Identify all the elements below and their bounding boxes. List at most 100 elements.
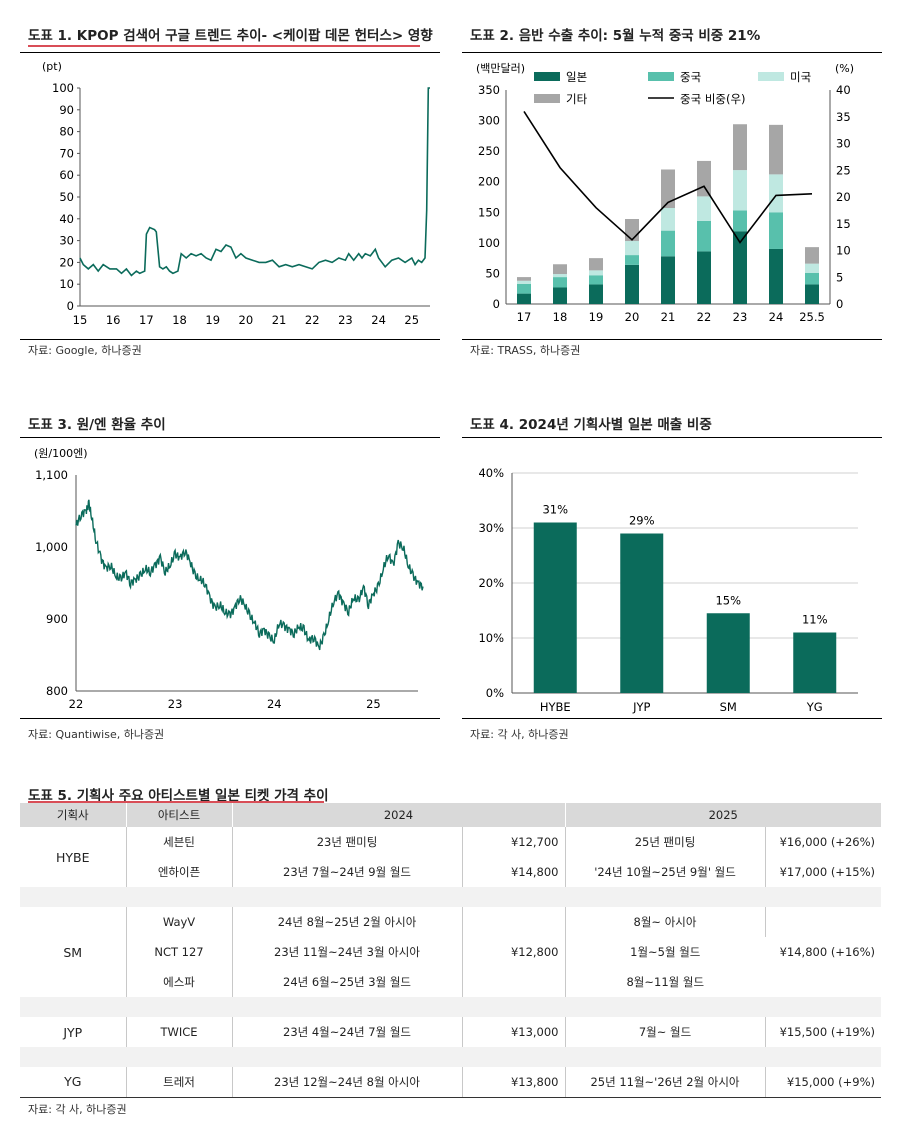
fig4-y-tick-label: 10% [478, 631, 504, 645]
table-spacer-row [20, 887, 881, 907]
price-2025-cell: ¥17,000 (+15%) [779, 865, 875, 879]
fig5-source: 자료: 각 사, 하나증권 [28, 1103, 127, 1116]
fig2-y-tick-label-right: 5 [836, 270, 843, 284]
fig2-bar-segment [553, 277, 567, 288]
fig2-y-tick-label-right: 35 [836, 110, 851, 124]
fig2-share-line [523, 110, 813, 244]
fig2-bar-segment [625, 241, 639, 256]
tour-2025-cell: 1월~5월 월드 [630, 945, 701, 959]
fig2-bar-segment [733, 231, 747, 304]
fig2-bar-segment [769, 124, 783, 175]
fig2-y-tick-label-left: 50 [485, 266, 500, 280]
fig1-x-tick-label: 17 [139, 313, 154, 327]
fig1-y-tick-label: 10 [59, 277, 74, 291]
fig2-x-tick-label: 20 [625, 310, 640, 324]
fig1-x-tick-label: 24 [371, 313, 386, 327]
price-2025-cell: ¥15,000 (+9%) [765, 1067, 881, 1098]
fig2-x-tick-label: 19 [589, 310, 604, 324]
fig2-bar-segment [805, 263, 819, 273]
fig2-y-tick-label-right: 30 [836, 137, 851, 151]
fig1-x-tick-label: 22 [305, 313, 320, 327]
fig1-y-tick-label: 70 [59, 146, 74, 160]
fig1-y-tick-label: 50 [59, 190, 74, 204]
fig1-y-tick-label: 100 [52, 81, 74, 95]
artist-cell: 엔하이픈 [126, 857, 233, 887]
agency-hybe: HYBE [20, 827, 127, 887]
fig2-bar-segment [553, 274, 567, 278]
fig1-y-tick-label: 60 [59, 168, 74, 182]
fig3-x-tick-label: 22 [69, 697, 84, 711]
fig2-bar-segment [769, 174, 783, 213]
fig1-x-tick-label: 16 [106, 313, 121, 327]
fig1-y-tick-label: 90 [59, 103, 74, 117]
fig2-bar-segment [589, 258, 603, 271]
fig1-x-tick-label: 20 [239, 313, 254, 327]
fig2-source: 자료: TRASS, 하나증권 [470, 344, 581, 357]
tour-2025-cell: 25년 팬미팅 [565, 827, 766, 857]
tour-2024-cell: 23년 11월~24년 3월 아시아 [232, 937, 463, 967]
table-header-row: 기획사 아티스트 2024 2025 [20, 803, 881, 827]
fig2-legend-swatch [534, 72, 560, 81]
fig1-y-tick-label: 80 [59, 125, 74, 139]
agency-jyp: JYP [20, 1017, 127, 1047]
tour-2025-cell: 25년 11월~'26년 2월 아시아 [565, 1067, 766, 1098]
fig1-y-tick-label: 20 [59, 255, 74, 269]
fig3-ylabel: (원/100엔) [34, 447, 88, 460]
fig2-bar-segment [733, 124, 747, 171]
fig4-x-tick-label: SM [720, 700, 737, 714]
fig1-series-line [79, 87, 430, 277]
artist-cell: 에스파 [126, 967, 233, 997]
fig2-x-tick-label: 17 [517, 310, 532, 324]
fig1-ylabel: (pt) [42, 60, 62, 73]
fig2-bar-segment [733, 170, 747, 211]
fig2-x-tick-label: 25.5 [799, 310, 825, 324]
fig2-bar-segment [625, 219, 639, 242]
fig4-y-tick-label: 40% [478, 466, 504, 480]
fig1-chart: (pt) 0 10 20 30 40 50 60 70 80 90 100 15 16 17 18 19 20 2… [20, 52, 440, 340]
price-2024-cell: ¥12,800 [462, 907, 566, 997]
table-row: JYP TWICE 23년 4월~24년 7월 월드 ¥13,000 7월~ 월… [20, 1017, 881, 1047]
fig2-y-tick-label-right: 25 [836, 163, 851, 177]
fig2-bar-segment [553, 264, 567, 275]
price-2024-cell: ¥12,700 [462, 827, 566, 857]
fig1-source: 자료: Google, 하나증권 [28, 344, 142, 357]
fig5-title-underline [28, 801, 324, 803]
price-2025-cell: ¥15,500 (+19%) [779, 1025, 875, 1039]
fig2-chart: (백만달러) (%) 0 50 100 150 200 250 300 350 0 5 10 15 20… [462, 52, 882, 340]
fig2-bar-segment [517, 280, 531, 284]
fig2-bar-segment [553, 287, 567, 304]
fig3-y-tick-label: 800 [46, 684, 68, 698]
fig4-bar [706, 613, 750, 693]
artist-cell: 트레저 [126, 1067, 233, 1098]
fig3-x-tick-label: 23 [168, 697, 183, 711]
fig2-bar-segment [589, 284, 603, 304]
fig4-y-tick-label: 30% [478, 521, 504, 535]
table-row: 에스파 24년 6월~25년 3월 월드 8월~11월 월드 [20, 967, 881, 997]
tour-2025-cell: 7월~ 월드 [565, 1017, 766, 1047]
fig2-legend-swatch [758, 72, 784, 81]
tour-2024-cell: 24년 6월~25년 3월 월드 [232, 967, 463, 997]
fig2-legend-label: 일본 [566, 70, 587, 84]
fig2-x-tick-label: 23 [733, 310, 748, 324]
fig1-x-tick-label: 15 [73, 313, 88, 327]
artist-cell: TWICE [126, 1017, 233, 1047]
fig2-bar-segment [625, 255, 639, 265]
artist-cell: 세븐틴 [126, 827, 233, 857]
fig4-chart: 0% 10% 20% 30% 40% 31% HYBE 29% JYP 15% SM 11% YG [462, 437, 882, 719]
fig2-legend-label: 기타 [566, 92, 588, 106]
fig2-x-tick-label: 21 [661, 310, 676, 324]
fig2-y-tick-label-left: 350 [478, 83, 500, 97]
artist-cell: NCT 127 [126, 937, 233, 967]
fig4-y-tick-label: 0% [486, 686, 504, 700]
artist-cell: WayV [126, 907, 233, 937]
fig2-bar-segment [733, 210, 747, 232]
fig3-chart: (원/100엔) 800 900 1,000 1,100 22 23 24 25 [20, 437, 440, 719]
fig4-x-tick-label: HYBE [540, 700, 571, 714]
fig4-data-label: 29% [629, 514, 655, 528]
fig2-bar-segment [517, 283, 531, 294]
price-2024-cell: ¥14,800 [462, 857, 566, 887]
tour-2024-cell: 23년 12월~24년 8월 아시아 [232, 1067, 463, 1098]
fig2-x-tick-label: 24 [769, 310, 784, 324]
fig2-title: 도표 2. 음반 수출 추이: 5월 누적 중국 비중 21% [470, 28, 761, 44]
fig4-source: 자료: 각 사, 하나증권 [470, 728, 569, 741]
